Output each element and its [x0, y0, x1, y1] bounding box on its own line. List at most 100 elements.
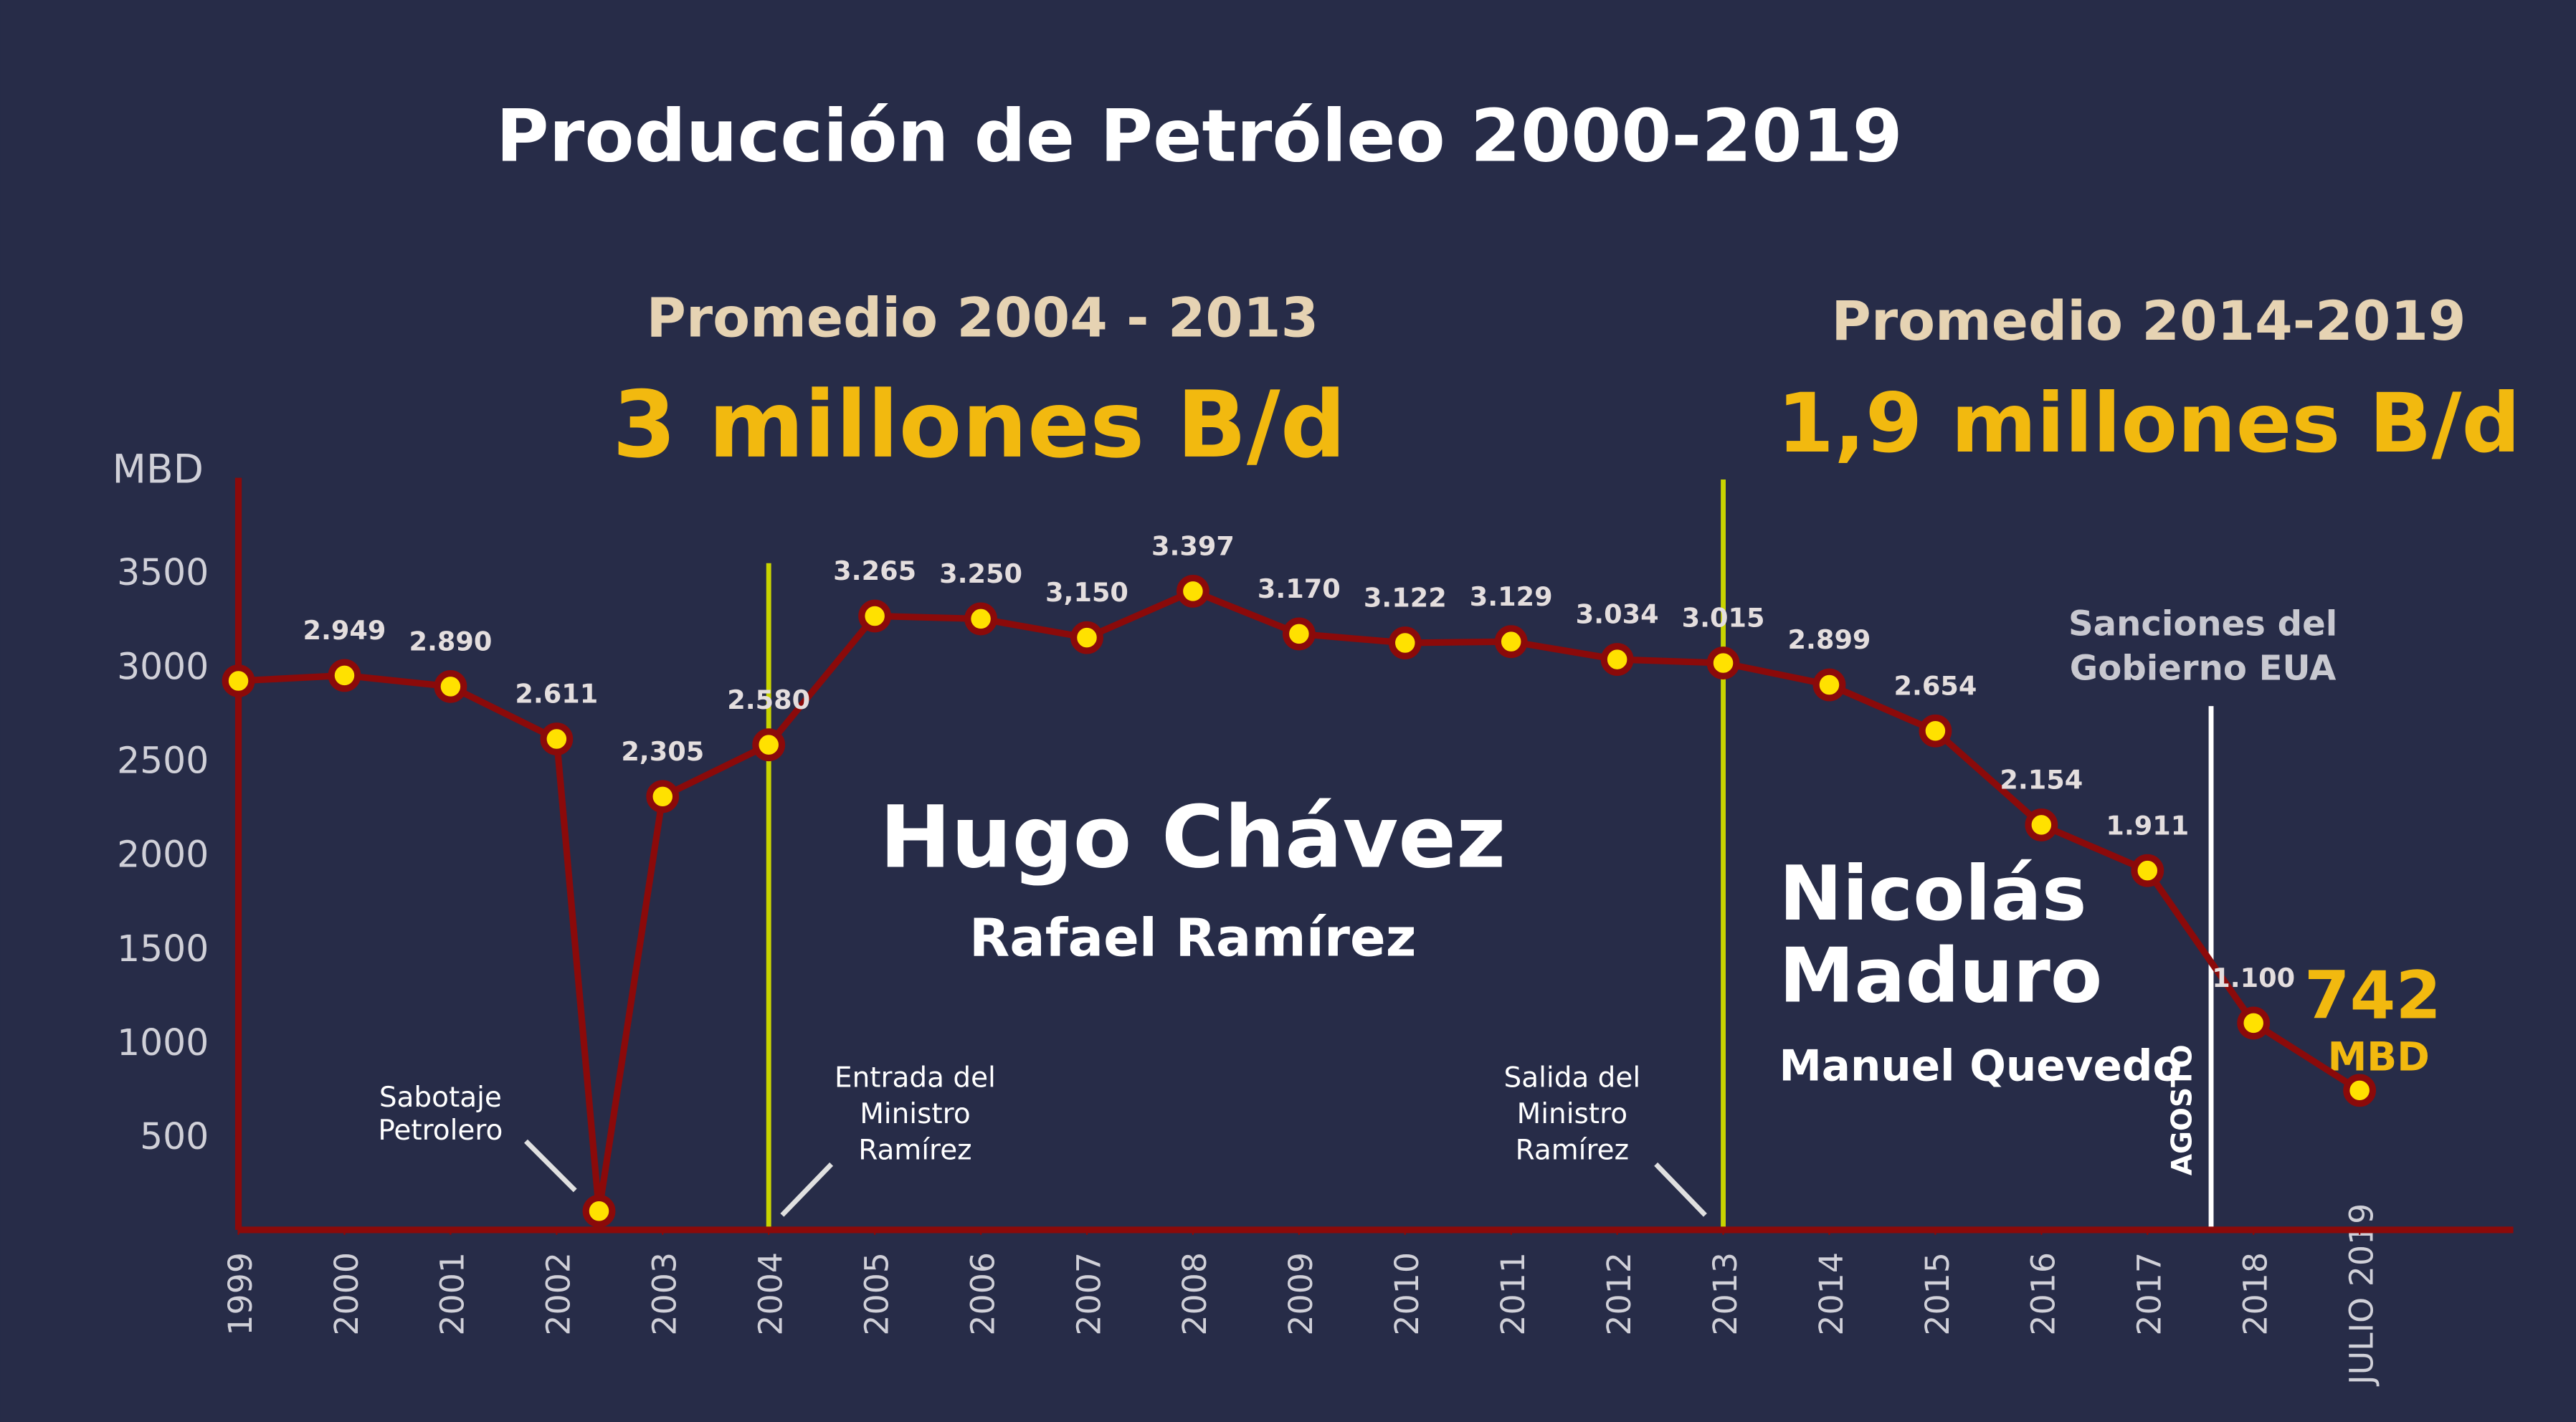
value-label: 3,150	[1045, 577, 1128, 608]
x-tick-label: 2009	[1281, 1252, 1320, 1336]
period-subname: Rafael Ramírez	[969, 907, 1417, 968]
x-tick-label: 2010	[1387, 1252, 1426, 1336]
avg-label: Promedio 2004 - 2013	[647, 287, 1319, 350]
annotation: Sanciones del	[2068, 604, 2337, 644]
leader-line	[780, 1162, 834, 1217]
annotation: Petrolero	[378, 1115, 503, 1147]
annotation: Salida del	[1504, 1062, 1641, 1094]
value-label: 2.890	[409, 626, 492, 657]
data-point	[2131, 854, 2164, 887]
data-point	[222, 664, 255, 697]
value-label: 742	[2304, 957, 2441, 1034]
x-tick-label: 2004	[751, 1252, 790, 1336]
x-tick-label: 2011	[1493, 1252, 1532, 1336]
x-tick-label: 2013	[1706, 1252, 1744, 1336]
value-label: 1.100	[2212, 963, 2295, 993]
leader-lines	[524, 1139, 1707, 1217]
data-point	[1282, 617, 1316, 651]
annotation: Ministro	[1517, 1098, 1627, 1130]
data-line	[238, 588, 2362, 1215]
x-tick-label: 2005	[857, 1252, 895, 1336]
y-tick-label: 3000	[117, 645, 209, 687]
data-point	[1177, 574, 1209, 608]
x-tick-label: 2001	[433, 1252, 472, 1336]
data-point	[1494, 625, 1528, 659]
x-tick-label: 1999	[221, 1252, 260, 1336]
data-point	[434, 669, 467, 703]
value-label: 2.899	[1788, 624, 1871, 655]
y-tick-label: 1000	[117, 1021, 209, 1064]
x-tick-label: 2017	[2130, 1252, 2169, 1336]
value-label: 3.250	[939, 558, 1022, 589]
value-label: 3.015	[1682, 603, 1765, 634]
value-label: 2,305	[621, 736, 704, 767]
x-tick-label: 2007	[1069, 1252, 1108, 1336]
value-label: 2.580	[727, 684, 810, 715]
y-tick-label: 2000	[117, 834, 209, 876]
annotation: AGOSTO	[2167, 1044, 2199, 1175]
data-point	[1070, 621, 1103, 654]
data-point	[2237, 1006, 2271, 1040]
data-point	[2025, 808, 2058, 841]
value-label: 2.611	[515, 679, 598, 710]
data-point	[328, 659, 361, 692]
avg-label: Promedio 2014-2019	[1831, 290, 2466, 353]
leader-line	[1654, 1162, 1707, 1217]
leader-line	[524, 1139, 577, 1193]
y-tick-label: 500	[140, 1115, 209, 1158]
annotation: Entrada del	[835, 1062, 996, 1094]
x-tick-label: 2015	[1918, 1252, 1957, 1336]
period-name: Maduro	[1779, 932, 2103, 1020]
x-tick-label: 2018	[2236, 1252, 2275, 1336]
y-axis-label: MBD	[113, 447, 204, 492]
annotation: Sabotaje	[379, 1082, 502, 1114]
value-label: 3.034	[1576, 599, 1659, 630]
x-tick-label: 2012	[1600, 1252, 1638, 1336]
annotation: MBD	[2328, 1034, 2430, 1080]
x-tick-label: JULIO 2019	[2342, 1203, 2380, 1387]
data-point	[540, 722, 574, 755]
annotation: Gobierno EUA	[2070, 648, 2337, 688]
x-tick-label: 2006	[963, 1252, 1002, 1336]
data-point	[1812, 668, 1846, 702]
y-tick-label: 3500	[117, 551, 209, 593]
y-tick-label: 2500	[117, 739, 209, 781]
annotation: Ramírez	[858, 1134, 971, 1166]
data-point	[582, 1194, 616, 1228]
period-subname: Manuel Quevedo	[1779, 1041, 2182, 1091]
data-point	[964, 602, 997, 636]
value-label: 3.122	[1364, 583, 1447, 614]
annotation-group: Sabotaje Petrolero Entrada del Ministro …	[378, 1062, 1640, 1167]
x-tick-label: 2008	[1175, 1252, 1214, 1336]
data-point	[1388, 626, 1422, 659]
value-label: 3.265	[833, 555, 916, 586]
avg-value: 3 millones B/d	[612, 372, 1346, 479]
data-point	[1919, 714, 1952, 748]
data-point	[752, 728, 786, 762]
x-tick-label: 2002	[539, 1252, 578, 1336]
x-tick-label: 2014	[1812, 1252, 1850, 1336]
chart-title: Producción de Petróleo 2000-2019	[496, 94, 1903, 178]
x-tick-label: 2000	[327, 1252, 366, 1336]
value-label: 1.911	[2106, 810, 2189, 841]
value-label: 2.154	[2000, 765, 2083, 796]
value-label: 2.949	[303, 615, 386, 646]
annotation: Ministro	[860, 1098, 970, 1130]
avg-value: 1,9 millones B/d	[1777, 376, 2521, 472]
period-name: Hugo Chávez	[880, 788, 1506, 888]
data-point	[1600, 643, 1634, 676]
data-point	[1706, 646, 1740, 679]
period-name: Nicolás	[1779, 849, 2087, 937]
annotation: Ramírez	[1516, 1134, 1629, 1166]
value-label: 3.170	[1258, 573, 1341, 604]
value-label: 3.397	[1151, 530, 1235, 561]
x-tick-label: 2016	[2024, 1252, 2063, 1336]
value-label: 2.654	[1893, 670, 1977, 701]
data-point	[858, 599, 892, 633]
data-point	[2343, 1074, 2377, 1107]
x-tick-label: 2003	[645, 1252, 684, 1336]
data-point	[646, 780, 680, 813]
y-tick-label: 1500	[117, 927, 209, 970]
